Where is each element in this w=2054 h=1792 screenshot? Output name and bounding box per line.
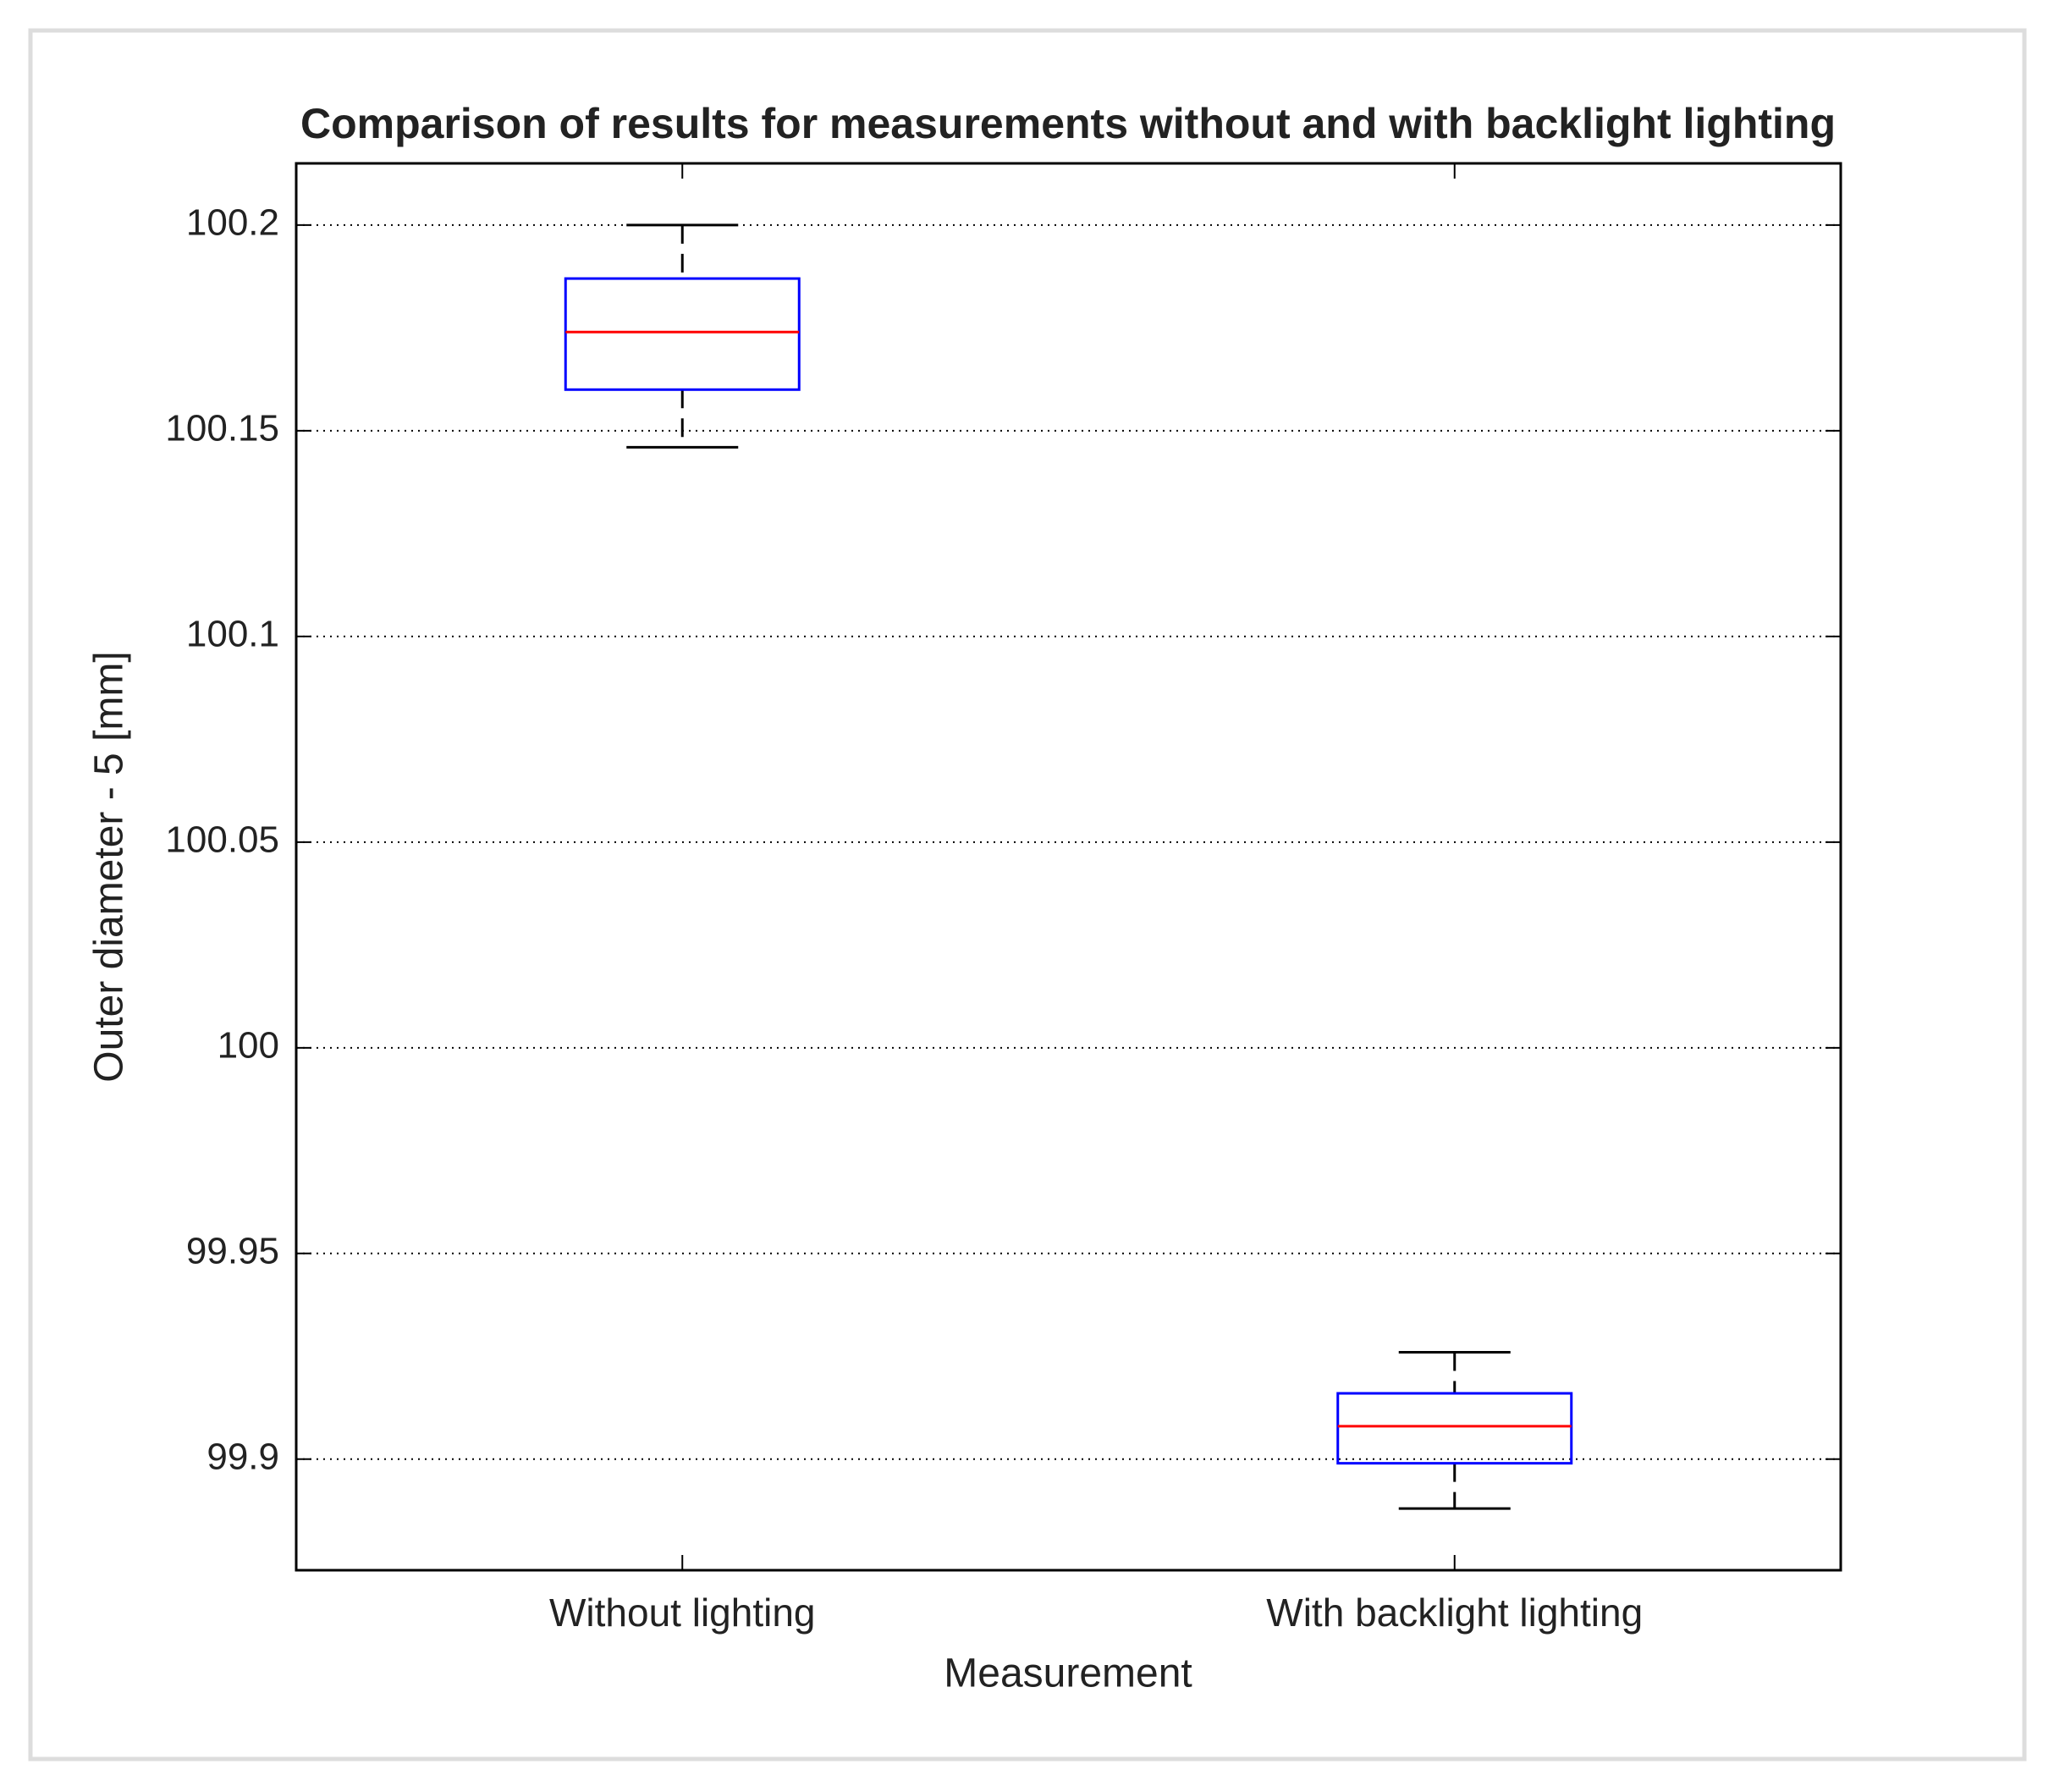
- box: [1336, 1392, 1573, 1465]
- x-axis-label: Measurement: [944, 1651, 1192, 1696]
- y-tick-label: 100.05: [165, 819, 279, 860]
- y-tick-label: 100.15: [165, 408, 279, 449]
- y-tick-label: 100: [218, 1024, 279, 1066]
- plot-area: [295, 162, 1842, 1572]
- frame: [28, 28, 2027, 1762]
- y-tick-label: 99.95: [186, 1230, 279, 1271]
- x-tick-label: Without lighting: [549, 1591, 816, 1635]
- y-tick-label: 100.1: [186, 613, 279, 654]
- box: [564, 277, 801, 391]
- y-tick-label: 99.9: [207, 1436, 279, 1477]
- y-axis-label: Outer diameter - 5 [mm]: [87, 651, 132, 1082]
- x-tick-label: With backlight lighting: [1266, 1591, 1643, 1635]
- y-tick-label: 100.2: [186, 202, 279, 244]
- chart-title: Comparison of results for measurements w…: [300, 100, 1836, 147]
